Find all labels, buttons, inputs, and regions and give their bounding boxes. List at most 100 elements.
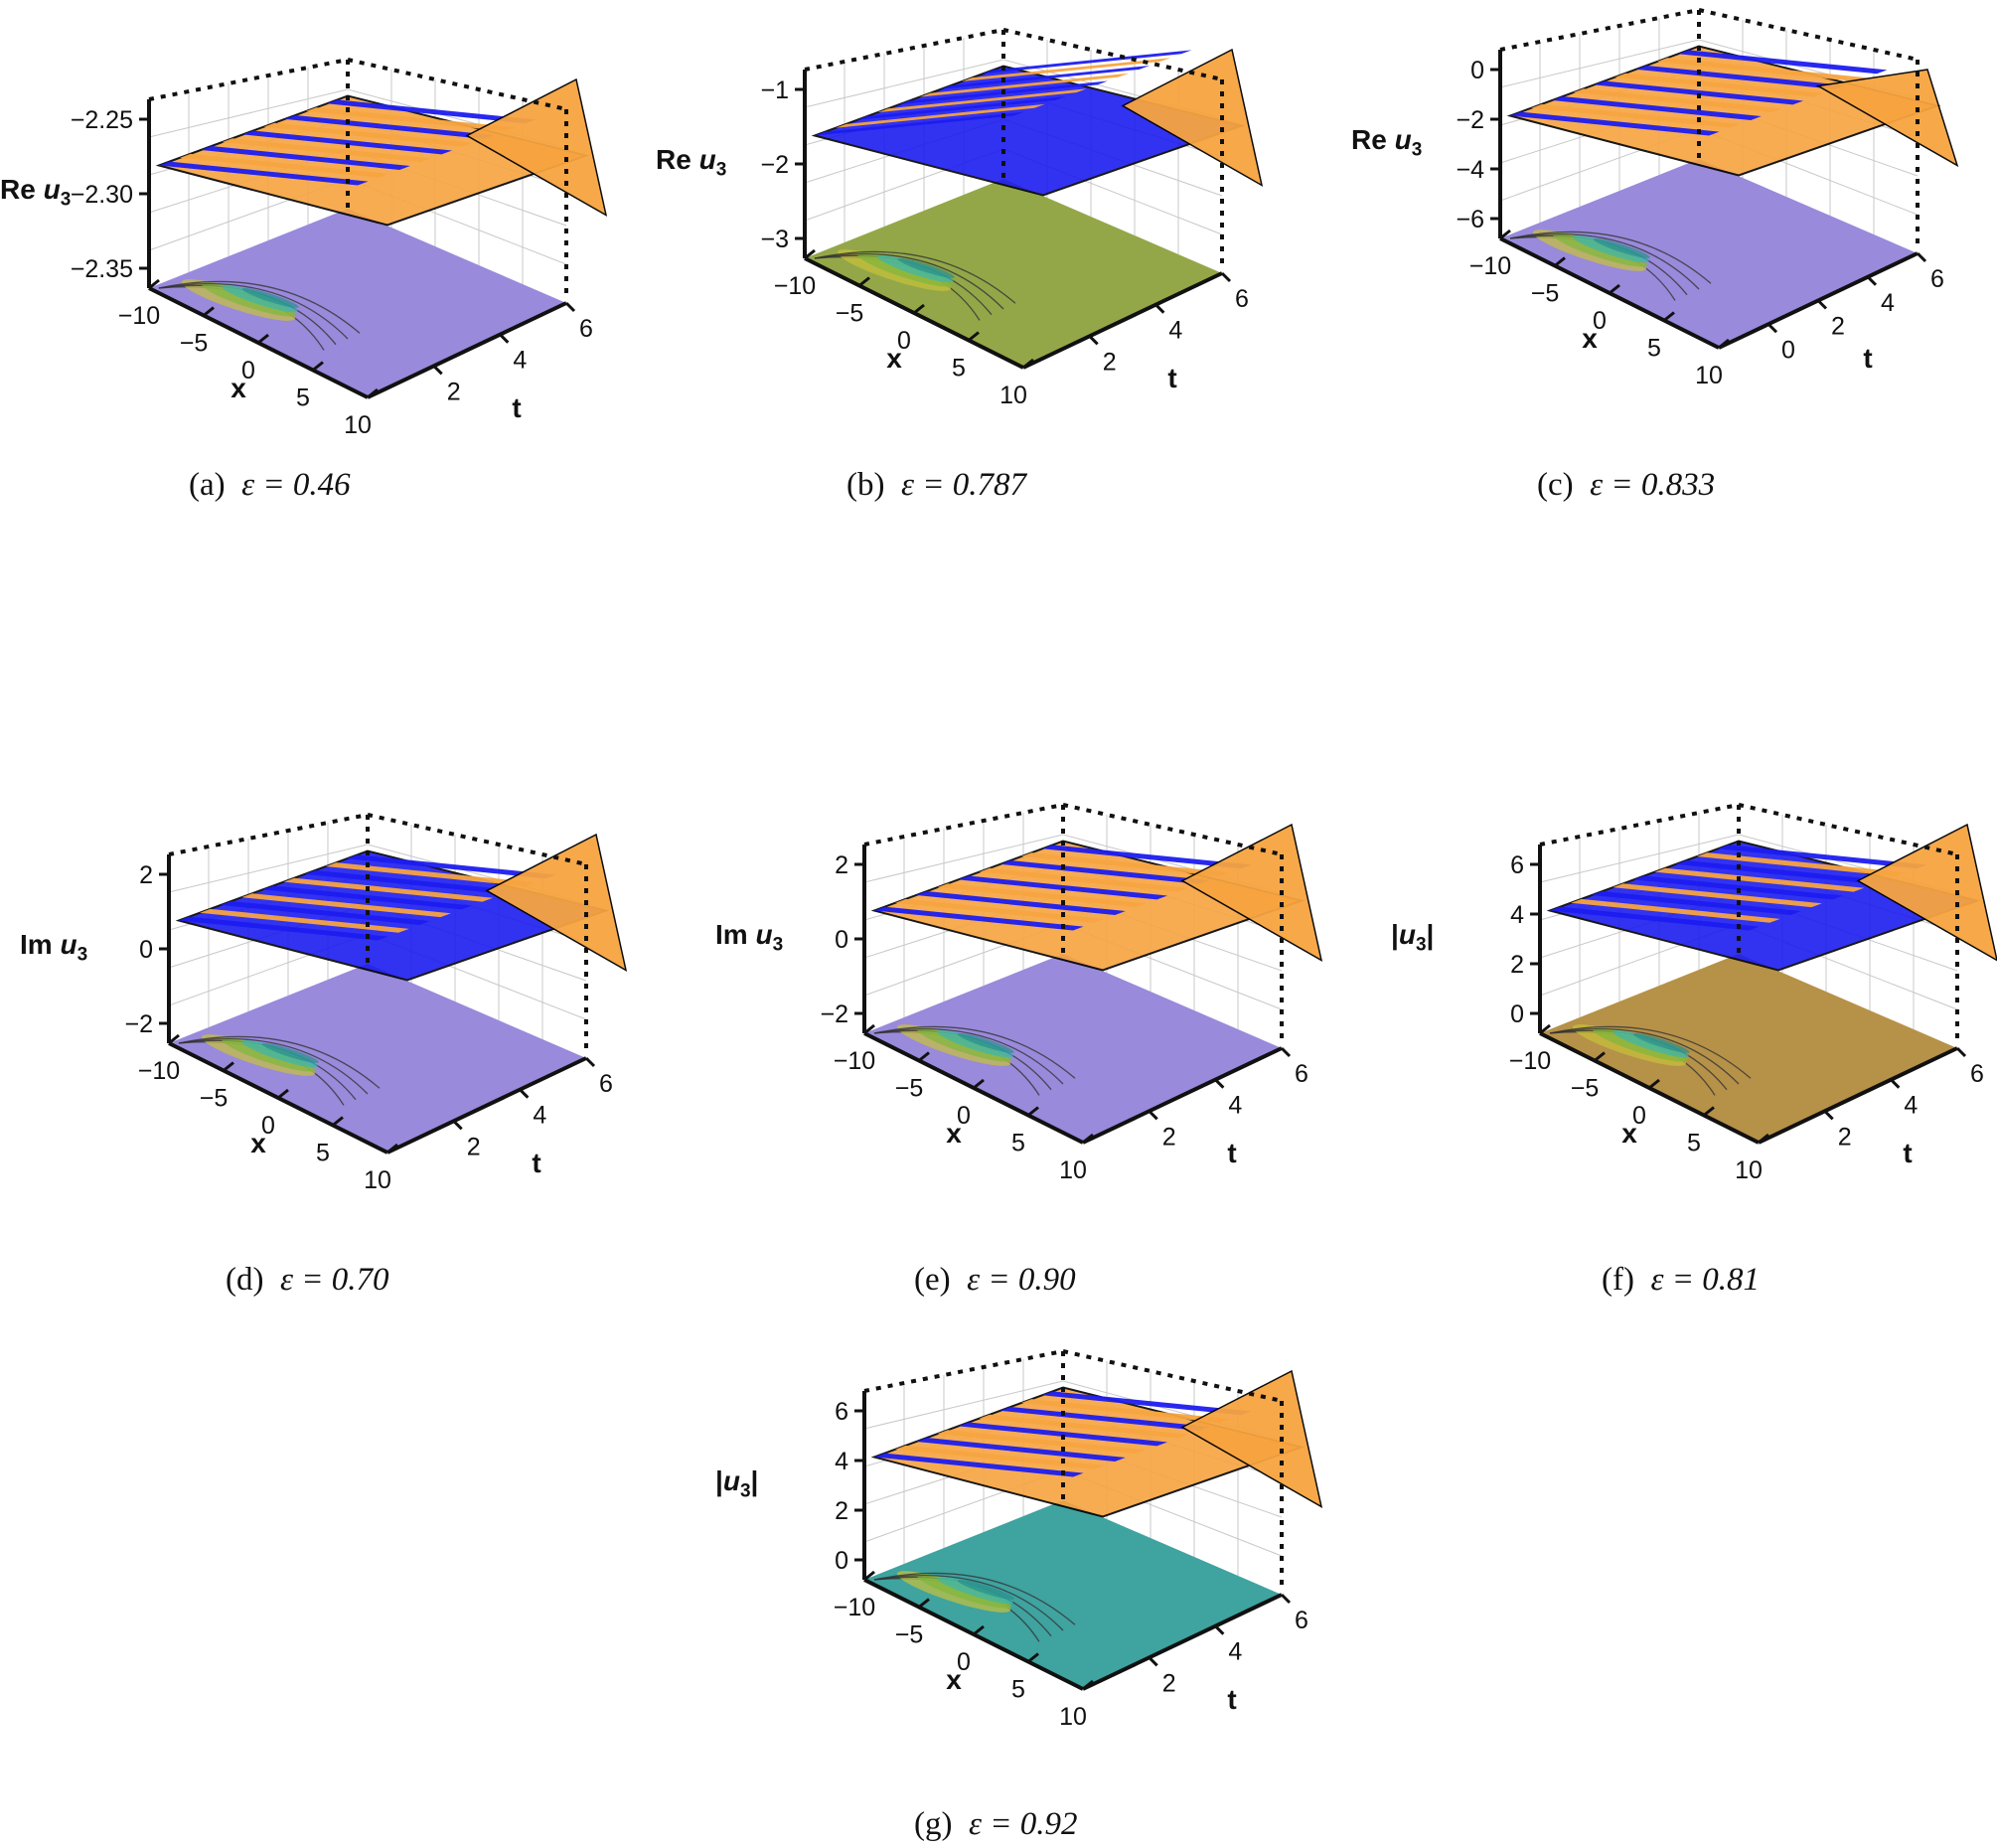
surface-e xyxy=(870,823,1323,972)
x-tick-label: 10 xyxy=(364,1166,391,1194)
x-tick-mark xyxy=(1594,1051,1606,1062)
surface-stripe xyxy=(263,122,474,147)
z-tick-label: 6 xyxy=(835,1398,848,1426)
z-tick-label: 2 xyxy=(1510,951,1524,979)
surface-stripe xyxy=(1614,73,1825,97)
x-tick-mark xyxy=(312,361,324,372)
caption-g-epsilon: ε = 0.92 xyxy=(968,1806,1078,1842)
contour-lines-c xyxy=(1509,230,1712,301)
panel-e: 2 0 −2 −10 −5 0 5 10 2 4 6 x t Im u3 xyxy=(715,802,1323,1192)
x-tick-mark xyxy=(973,1624,985,1636)
x-tick-label: −10 xyxy=(834,1594,875,1621)
t-tick-label: 2 xyxy=(1831,313,1845,341)
surface-stripe xyxy=(201,146,410,170)
x-tick-mark xyxy=(148,278,160,290)
contour-lines-g xyxy=(873,1571,1076,1642)
z-axis-label-b: Re u3 xyxy=(656,144,727,181)
x-axis-label: x xyxy=(230,373,246,403)
x-tick-label: 10 xyxy=(1059,1703,1087,1731)
surface-stripe xyxy=(937,883,1147,908)
x-tick-label: 5 xyxy=(1011,1130,1025,1157)
t-tick-mark xyxy=(519,1088,530,1099)
caption-a: (a) ε = 0.46 xyxy=(189,467,351,504)
x-tick-mark xyxy=(918,1051,930,1062)
t-axis-line xyxy=(367,301,567,399)
x-tick-label: 5 xyxy=(1687,1130,1701,1157)
x-tick-mark xyxy=(1539,1023,1551,1035)
x-tick-label: 0 xyxy=(241,357,255,385)
surface-peak xyxy=(485,833,628,972)
surface-stripe xyxy=(1550,906,1760,931)
t-tick-label: 6 xyxy=(579,315,593,343)
surface-peak xyxy=(1180,1369,1323,1508)
contour-lines-a xyxy=(158,279,361,351)
x-tick-mark xyxy=(1758,1133,1769,1145)
z-tick-label: −2.25 xyxy=(71,106,133,134)
t-tick-label: 4 xyxy=(1881,289,1895,317)
x-tick-label: −5 xyxy=(895,1621,924,1649)
x-tick-label: −10 xyxy=(138,1057,180,1085)
t-tick-label: 4 xyxy=(1228,1638,1242,1666)
x-tick-label: 10 xyxy=(1735,1156,1763,1184)
caption-e-epsilon: ε = 0.90 xyxy=(967,1262,1076,1298)
t-tick-label: 2 xyxy=(467,1133,481,1160)
x-tick-mark xyxy=(1554,256,1566,267)
caption-f: (f) ε = 0.81 xyxy=(1602,1262,1760,1299)
x-tick-label: −5 xyxy=(180,330,209,358)
surface-stripe xyxy=(179,916,388,941)
surface-stripe xyxy=(916,1438,1126,1462)
x-tick-label: 10 xyxy=(344,411,372,439)
t-tick-mark xyxy=(1214,1078,1225,1089)
x-tick-mark xyxy=(1082,1133,1094,1145)
t-tick-mark xyxy=(1280,1593,1292,1605)
surface-stripe xyxy=(999,859,1210,884)
surface-stripe xyxy=(241,893,451,918)
x-tick-mark xyxy=(804,248,816,260)
z-tick-label: 0 xyxy=(1470,57,1484,84)
caption-b-label: (b) xyxy=(846,467,885,503)
plot-a: −2.25 −2.30 −2.35 −10 −5 0 5 10 2 4 6 x t xyxy=(71,57,608,439)
z-tick-label: 0 xyxy=(139,936,153,964)
t-axis-label: t xyxy=(1903,1138,1912,1168)
surface-stripe xyxy=(856,96,1066,120)
plot-e: 2 0 −2 −10 −5 0 5 10 2 4 6 x t xyxy=(820,802,1323,1184)
x-tick-label: 5 xyxy=(296,385,310,412)
x-axis-label: x xyxy=(886,343,902,374)
surface-g xyxy=(870,1369,1323,1518)
x-tick-mark xyxy=(386,1143,398,1155)
surface-stripe xyxy=(1675,859,1886,884)
caption-b-epsilon: ε = 0.787 xyxy=(900,467,1027,503)
t-tick-mark xyxy=(1148,1110,1158,1121)
surface-stripe xyxy=(895,898,1105,923)
surface-stripe xyxy=(874,1453,1084,1477)
z-axis-label-g: |u3| xyxy=(715,1465,759,1502)
z-tick-label: 2 xyxy=(835,1497,848,1525)
contour-lines-b xyxy=(814,249,1016,321)
t-tick-label: 2 xyxy=(447,378,461,405)
contour-lines-f xyxy=(1549,1024,1752,1096)
surface-stripe xyxy=(815,111,1024,136)
t-tick-mark xyxy=(1890,1078,1901,1089)
t-tick-label: 4 xyxy=(1228,1092,1242,1120)
surface-stripe xyxy=(346,854,556,879)
x-tick-label: −10 xyxy=(1469,252,1511,280)
z-tick-label: −2 xyxy=(124,1010,153,1038)
x-axis-label: x xyxy=(1621,1118,1637,1149)
x-tick-mark xyxy=(257,333,269,345)
plot-d: 2 0 −2 −10 −5 0 5 10 2 4 6 x t xyxy=(124,812,628,1194)
z-tick-label: 4 xyxy=(835,1448,848,1475)
x-tick-mark xyxy=(973,1078,985,1090)
surface-peak xyxy=(1180,823,1323,962)
t-tick-mark xyxy=(1816,299,1828,310)
z-tick-label: −6 xyxy=(1456,206,1484,233)
x-tick-mark xyxy=(332,1116,344,1127)
t-tick-mark xyxy=(1823,1110,1834,1121)
z-tick-label: 0 xyxy=(835,926,848,954)
panel-f: 6 4 2 0 −10 −5 0 5 10 2 4 6 x t |u3| xyxy=(1391,802,1997,1192)
surface-stripe xyxy=(940,65,1151,89)
x-tick-mark xyxy=(168,1033,180,1045)
x-tick-mark xyxy=(968,331,980,342)
caption-b: (b) ε = 0.787 xyxy=(846,467,1026,504)
caption-g: (g) ε = 0.92 xyxy=(914,1806,1078,1843)
surface-c xyxy=(1506,45,1959,177)
